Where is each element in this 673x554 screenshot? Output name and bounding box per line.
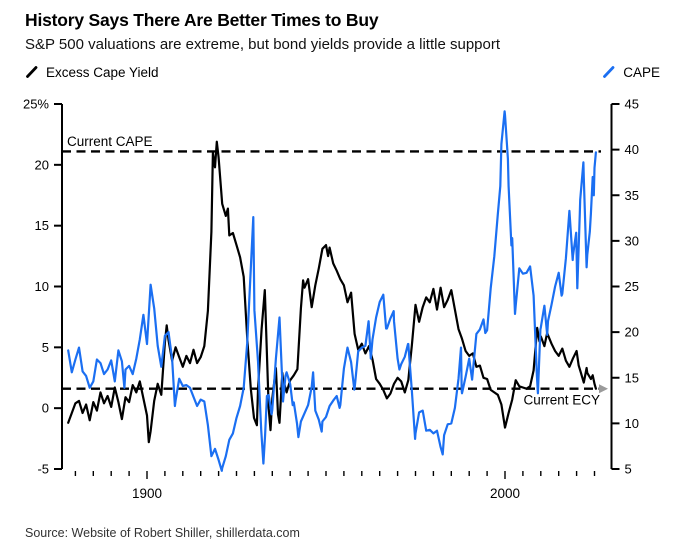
right-axis-tick-label: 5 — [625, 462, 632, 477]
legend-label: Excess Cape Yield — [46, 64, 159, 80]
right-axis-tick-label: 20 — [625, 325, 639, 340]
left-axis-tick-label: 10 — [35, 279, 49, 294]
x-axis-tick-label: 1900 — [132, 486, 162, 501]
right-axis-tick-label: 15 — [625, 370, 639, 385]
right-axis-tick-label: 35 — [625, 188, 639, 203]
current-ecy-arrow-icon — [599, 384, 608, 394]
series-line-cape — [67, 110, 598, 472]
left-axis-tick-label: 5 — [42, 340, 49, 355]
chart-title: History Says There Are Better Times to B… — [25, 10, 379, 30]
series-line-excess-cape-yield — [67, 140, 598, 444]
source-note: Source: Website of Robert Shiller, shill… — [25, 526, 300, 540]
legend-item-cape: CAPE — [602, 65, 660, 80]
left-axis-tick-label: 20 — [35, 157, 49, 172]
left-axis-tick-label: -5 — [37, 462, 49, 477]
right-axis-tick-label: 10 — [625, 416, 639, 431]
right-axis-tick-label: 25 — [625, 279, 639, 294]
line-swatch-icon — [603, 66, 615, 78]
line-swatch-icon — [26, 66, 38, 78]
left-axis-tick-label: 25% — [23, 97, 49, 112]
right-axis-tick-label: 40 — [625, 142, 639, 157]
chart-subtitle: S&P 500 valuations are extreme, but bond… — [25, 36, 501, 53]
right-axis-tick-label: 30 — [625, 233, 639, 248]
current-ecy-label: Current ECY — [523, 393, 600, 408]
left-axis-tick-label: 15 — [35, 218, 49, 233]
legend-item-excess-cape-yield: Excess Cape Yield — [25, 65, 159, 80]
legend: Excess Cape Yield CAPE — [25, 63, 660, 81]
legend-label: CAPE — [623, 64, 660, 80]
right-axis-tick-label: 45 — [625, 97, 639, 112]
left-axis-tick-label: 0 — [42, 401, 49, 416]
x-axis-tick-label: 2000 — [490, 486, 520, 501]
current-cape-label: Current CAPE — [67, 134, 153, 149]
